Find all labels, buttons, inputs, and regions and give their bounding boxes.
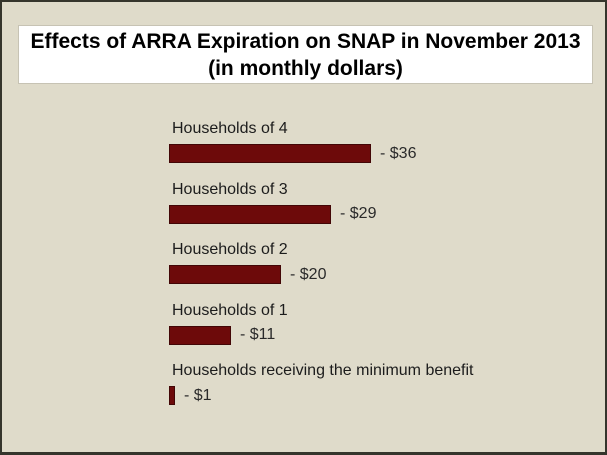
chart-row: Households of 4 - $36: [169, 115, 599, 176]
chart-title-line2: (in monthly dollars): [208, 56, 403, 80]
bar-category-label: Households of 4: [172, 120, 288, 137]
bar-category-label: Households of 3: [172, 180, 288, 198]
bar-value-label: - $36: [380, 144, 417, 162]
chart-row: Households of 3 - $29: [169, 176, 599, 237]
bar-category-label: Households receiving the minimum benefit: [172, 362, 474, 379]
bar: [169, 325, 231, 345]
bar: [169, 265, 281, 284]
chart-title-line1: Effects of ARRA Expiration on SNAP in No…: [30, 29, 581, 53]
bar-line: - $36: [169, 144, 416, 163]
bar-value-label: - $11: [240, 326, 276, 343]
bar-category-label: Households of 2: [172, 241, 288, 258]
bar: [169, 204, 331, 224]
bar-value-label: - $20: [290, 265, 327, 283]
bar-category-label: Households of 1: [172, 301, 288, 319]
chart-title-box: Effects of ARRA Expiration on SNAP in No…: [18, 25, 593, 84]
bar-line: - $20: [169, 265, 326, 284]
chart-area: Households of 4 - $36 Households of 3 - $29…: [169, 115, 599, 418]
chart-row: Households receiving the minimum benefit…: [169, 357, 599, 418]
bar-line: - $29: [169, 204, 377, 224]
bar: [169, 386, 175, 405]
bar-line: - $11: [169, 325, 276, 345]
bar: [169, 144, 371, 163]
bar-line: - $1: [169, 386, 212, 405]
chart-row: Households of 1 - $11: [169, 297, 599, 358]
bar-value-label: - $1: [184, 386, 212, 404]
chart-row: Households of 2- $20: [169, 236, 599, 297]
bar-value-label: - $29: [340, 205, 377, 222]
